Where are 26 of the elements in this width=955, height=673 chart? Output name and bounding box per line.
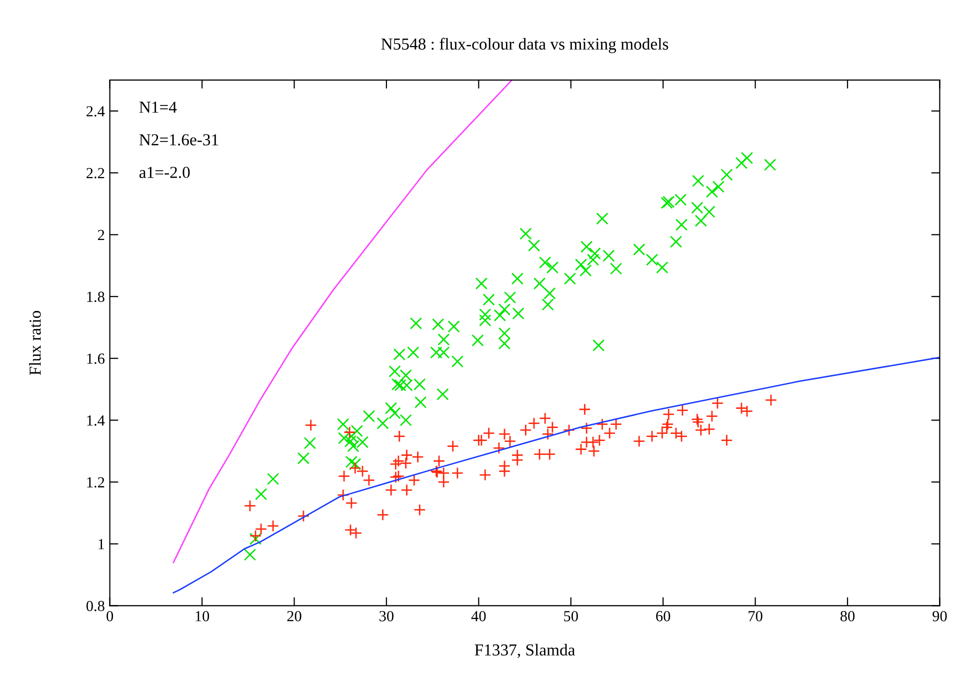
y-tick-label: 2.2	[86, 168, 104, 178]
y-tick-label: 1.6	[87, 354, 105, 364]
x-tick-label: 80	[840, 611, 855, 622]
annotation: N1=4	[139, 102, 177, 113]
x-axis-title: F1337, Slamda	[474, 644, 576, 658]
x-tick-label: 10	[196, 611, 210, 622]
annotation: a1=-2.0	[139, 166, 190, 178]
chart-title: N5548 : flux-colour data vs mixing models	[381, 38, 668, 54]
x-tick-label: 40	[471, 611, 486, 622]
x-tick-label: 60	[656, 611, 670, 622]
y-tick-label: 0.8	[86, 600, 104, 612]
x-tick-label: 90	[932, 611, 947, 622]
x-tick-label: 70	[748, 611, 762, 622]
y-tick-label: 1.2	[87, 477, 104, 488]
y-tick-label: 2.4	[86, 106, 105, 117]
x-tick-label: 20	[287, 611, 302, 622]
y-tick-label: 2	[98, 230, 104, 240]
y-tick-label: 1	[98, 539, 104, 550]
x-tick-label: 30	[380, 611, 394, 622]
line-series	[172, 356, 940, 594]
x-tick-label: 50	[564, 611, 578, 622]
x-tick-label: 0	[106, 611, 114, 622]
y-axis-title: Flux ratio	[29, 310, 41, 376]
y-tick-label: 1.4	[87, 415, 105, 426]
annotation: N2=1.6e-31	[139, 134, 218, 146]
y-tick-label: 1.8	[87, 292, 104, 302]
